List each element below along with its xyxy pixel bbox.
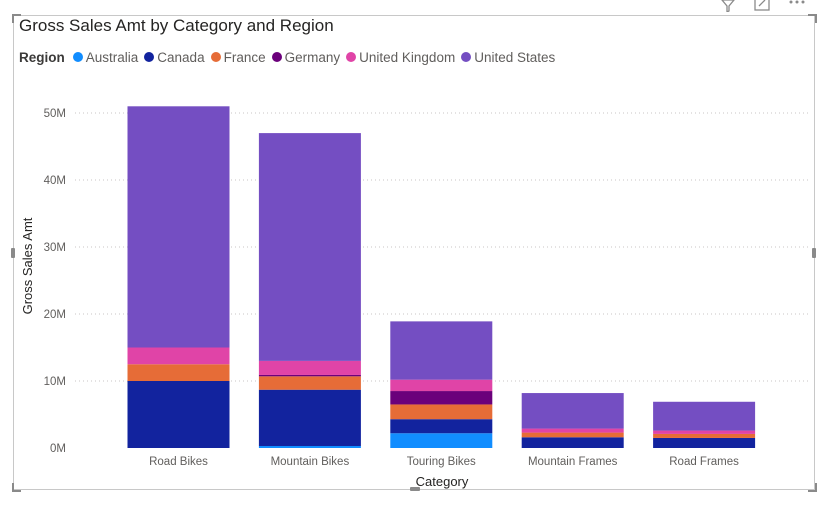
legend-label: France — [223, 49, 266, 65]
y-tick-label: 30M — [44, 242, 66, 254]
bar-segment-united-kingdom[interactable] — [390, 379, 493, 392]
legend-label: United Kingdom — [359, 49, 456, 65]
resize-corner-top-left[interactable] — [12, 14, 21, 23]
resize-handle-bottom[interactable] — [410, 487, 420, 491]
bar-segment-united-states[interactable] — [258, 133, 361, 361]
x-tick-label: Road Bikes — [149, 456, 208, 468]
x-tick-label: Mountain Frames — [528, 456, 618, 468]
bar-segment-canada[interactable] — [521, 437, 624, 448]
bar-segment-canada[interactable] — [653, 437, 756, 448]
bar-segment-united-kingdom[interactable] — [258, 360, 361, 375]
x-tick-label: Mountain Bikes — [271, 456, 350, 468]
bar-segment-france[interactable] — [653, 433, 756, 438]
bar-segment-united-states[interactable] — [653, 401, 756, 431]
y-tick-label: 50M — [44, 108, 66, 120]
legend-marker — [271, 52, 282, 62]
bar-segment-united-kingdom[interactable] — [521, 428, 624, 433]
bar-segment-united-states[interactable] — [390, 321, 493, 380]
bar-segment-united-states[interactable] — [127, 106, 230, 348]
legend-marker — [346, 52, 357, 62]
bar-segment-france[interactable] — [390, 404, 493, 420]
y-tick-label: 20M — [44, 309, 66, 321]
bar-segment-germany[interactable] — [258, 374, 361, 377]
legend-label: Germany — [284, 49, 341, 65]
resize-corner-top-right[interactable] — [808, 14, 817, 23]
legend-item-united-states[interactable]: United States — [461, 50, 555, 65]
visual-header-toolbar — [721, 0, 805, 12]
legend-label: United States — [474, 49, 556, 65]
legend-item-united-kingdom[interactable]: United Kingdom — [346, 50, 455, 65]
legend-item-australia[interactable]: Australia — [72, 49, 139, 65]
more-options-icon[interactable] — [789, 0, 805, 4]
legend-label: Australia — [85, 49, 139, 65]
legend-marker — [72, 52, 83, 62]
chart-legend: Region Australia Canada France Germany Unite… — [19, 48, 561, 66]
bar-segment-france[interactable] — [258, 376, 361, 390]
bar-segment-canada[interactable] — [258, 389, 361, 446]
x-tick-label: Road Frames — [669, 456, 739, 468]
legend-item-germany[interactable]: Germany — [271, 49, 341, 65]
bar-segment-united-states[interactable] — [521, 393, 624, 429]
resize-corner-bottom-right[interactable] — [808, 483, 817, 492]
bar-segment-canada[interactable] — [390, 419, 493, 434]
focus-mode-icon[interactable] — [754, 0, 770, 11]
bar-segment-united-kingdom[interactable] — [653, 430, 756, 434]
bar-segment-australia[interactable] — [258, 445, 361, 448]
resize-handle-right[interactable] — [812, 248, 816, 258]
legend-marker — [461, 52, 472, 62]
chart-title: Gross Sales Amt by Category and Region — [19, 16, 334, 35]
filter-icon[interactable] — [721, 0, 735, 12]
legend-marker — [210, 52, 221, 62]
legend-item-canada[interactable]: Canada — [144, 49, 205, 65]
bar-segment-australia[interactable] — [390, 433, 493, 448]
y-tick-label: 0M — [50, 443, 66, 455]
resize-handle-left[interactable] — [11, 248, 15, 258]
bar-segment-france[interactable] — [521, 432, 624, 438]
x-axis-title: Category — [416, 474, 469, 489]
legend-label: Canada — [157, 49, 205, 65]
legend-title: Region — [19, 49, 65, 65]
legend-item-france[interactable]: France — [210, 49, 266, 65]
resize-corner-bottom-left[interactable] — [12, 483, 21, 492]
y-tick-label: 40M — [44, 175, 66, 187]
bar-segment-france[interactable] — [127, 364, 230, 381]
y-tick-label: 10M — [44, 376, 66, 388]
bar-segment-canada[interactable] — [127, 381, 230, 448]
y-axis-title: Gross Sales Amt — [20, 217, 35, 314]
bar-segment-united-kingdom[interactable] — [127, 347, 230, 365]
x-tick-label: Touring Bikes — [407, 456, 476, 468]
legend-marker — [144, 52, 155, 62]
bar-segment-germany[interactable] — [390, 391, 493, 405]
